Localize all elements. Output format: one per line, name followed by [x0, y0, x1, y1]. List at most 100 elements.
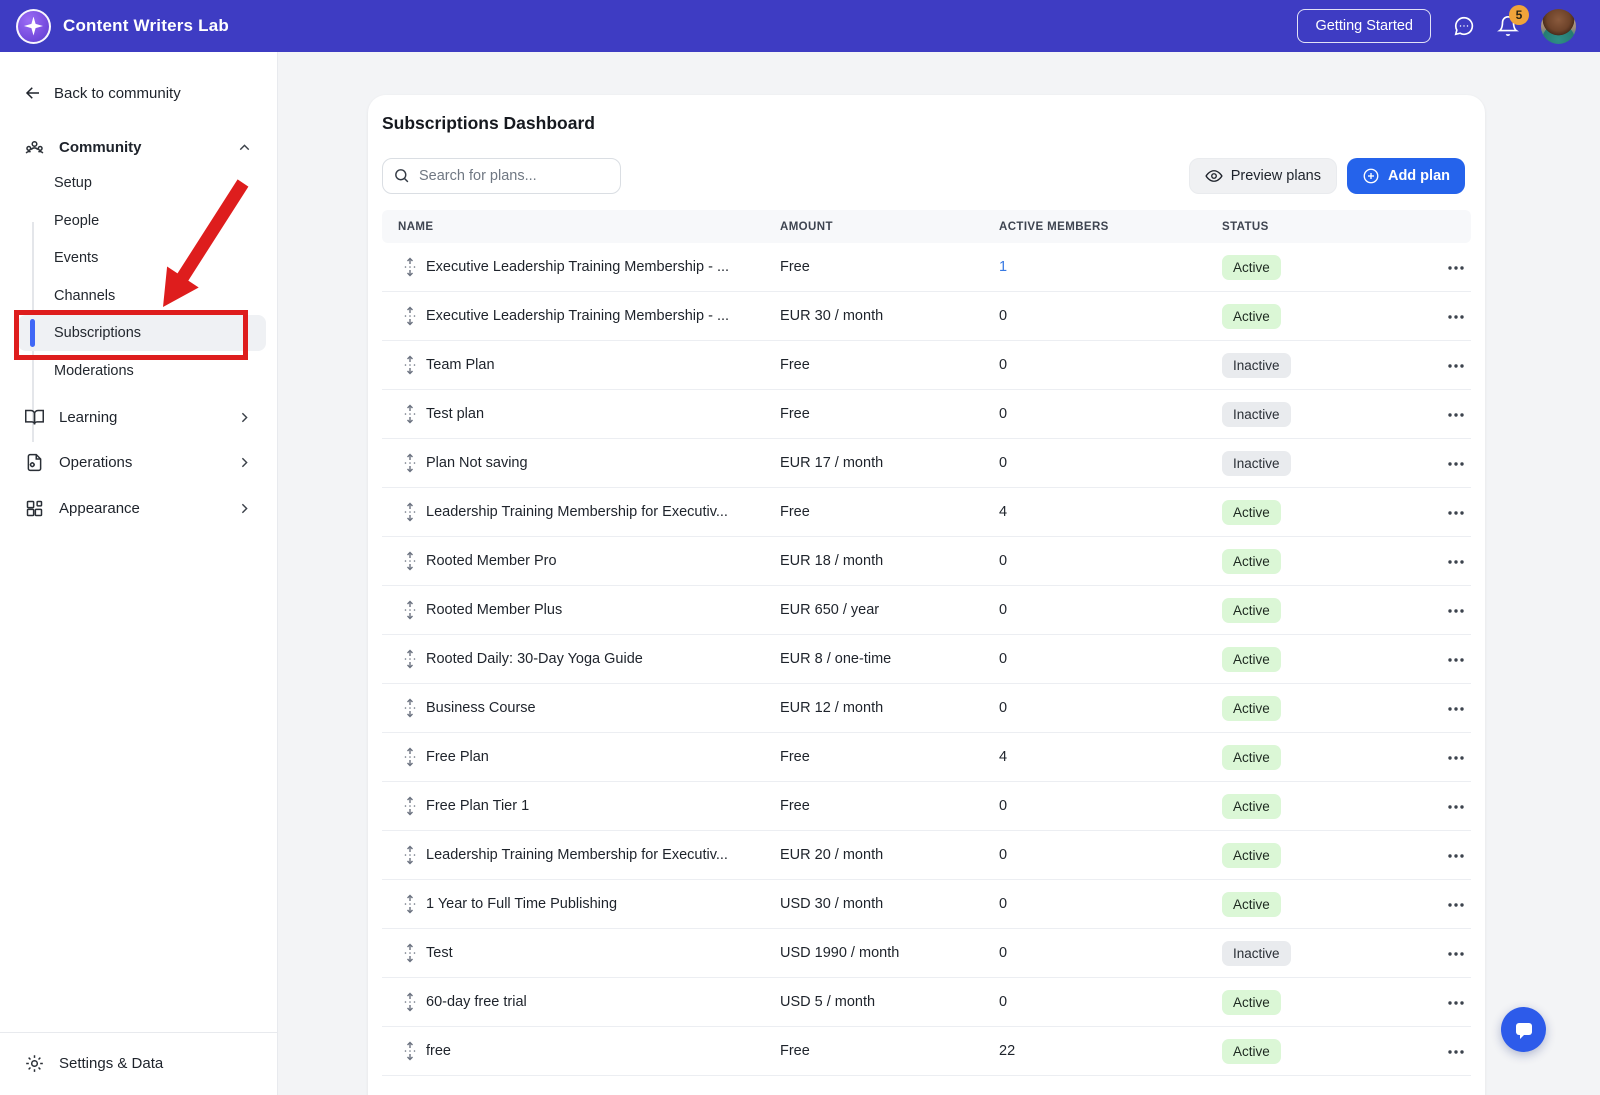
- plan-name[interactable]: Free Plan Tier 1: [426, 798, 780, 814]
- sidebar-item-operations[interactable]: Operations: [16, 445, 261, 481]
- plan-name[interactable]: free: [426, 1043, 780, 1059]
- plan-active-members: 0: [999, 994, 1222, 1010]
- drag-handle-icon[interactable]: [402, 1041, 418, 1061]
- plan-active-members: 0: [999, 651, 1222, 667]
- user-avatar[interactable]: [1541, 9, 1576, 44]
- plan-name[interactable]: Executive Leadership Training Membership…: [426, 259, 780, 275]
- drag-handle-icon[interactable]: [402, 453, 418, 473]
- drag-handle-icon[interactable]: [402, 306, 418, 326]
- drag-handle-icon[interactable]: [402, 698, 418, 718]
- plan-active-members: 0: [999, 798, 1222, 814]
- row-actions-button[interactable]: [1445, 351, 1467, 379]
- plan-active-members: 0: [999, 553, 1222, 569]
- top-navbar: Content Writers Lab Getting Started 5: [0, 0, 1600, 52]
- plan-status-badge: Active: [1222, 598, 1281, 623]
- drag-handle-icon[interactable]: [402, 894, 418, 914]
- app-logo-icon[interactable]: [16, 9, 51, 44]
- toolbar-actions: Preview plans Add plan: [1189, 158, 1465, 194]
- sidebar-item-people[interactable]: People: [0, 203, 278, 239]
- app-title: Content Writers Lab: [63, 16, 229, 36]
- gear-icon: [24, 1053, 45, 1074]
- plan-amount: EUR 17 / month: [780, 455, 999, 471]
- eye-icon: [1205, 167, 1223, 185]
- plan-name[interactable]: 1 Year to Full Time Publishing: [426, 896, 780, 912]
- plan-name[interactable]: Executive Leadership Training Membership…: [426, 308, 780, 324]
- row-actions-button[interactable]: [1445, 792, 1467, 820]
- plan-status-badge: Active: [1222, 549, 1281, 574]
- plan-name[interactable]: Business Course: [426, 700, 780, 716]
- ellipsis-icon: [1447, 608, 1465, 614]
- drag-handle-icon[interactable]: [402, 845, 418, 865]
- plan-name[interactable]: Team Plan: [426, 357, 780, 373]
- back-to-community-link[interactable]: Back to community: [24, 84, 181, 102]
- plan-name[interactable]: Test: [426, 945, 780, 961]
- row-actions-button[interactable]: [1445, 596, 1467, 624]
- sidebar-item-subscriptions[interactable]: Subscriptions: [0, 315, 278, 351]
- sidebar-item-moderations[interactable]: Moderations: [0, 353, 278, 389]
- document-gear-icon: [24, 452, 45, 473]
- ellipsis-icon: [1447, 412, 1465, 418]
- drag-handle-icon[interactable]: [402, 257, 418, 277]
- row-actions-button[interactable]: [1445, 449, 1467, 477]
- drag-handle-icon[interactable]: [402, 747, 418, 767]
- plan-name[interactable]: Rooted Member Pro: [426, 553, 780, 569]
- chat-launcher-button[interactable]: [1501, 1007, 1546, 1052]
- sidebar-item-settings-data[interactable]: Settings & Data: [0, 1032, 277, 1094]
- plan-name[interactable]: Rooted Daily: 30-Day Yoga Guide: [426, 651, 780, 667]
- sidebar-item-community[interactable]: Community: [16, 130, 261, 164]
- row-actions-button[interactable]: [1445, 1037, 1467, 1065]
- column-header-name: NAME: [398, 221, 780, 233]
- plan-amount: EUR 20 / month: [780, 847, 999, 863]
- navbar-actions: Getting Started 5: [1297, 9, 1576, 44]
- messages-icon[interactable]: [1453, 15, 1475, 37]
- drag-handle-icon[interactable]: [402, 649, 418, 669]
- row-actions-button[interactable]: [1445, 694, 1467, 722]
- plans-table: NAME AMOUNT ACTIVE MEMBERS STATUS Execut…: [382, 210, 1471, 1076]
- row-actions-button[interactable]: [1445, 400, 1467, 428]
- search-input[interactable]: [382, 158, 621, 194]
- drag-handle-icon[interactable]: [402, 796, 418, 816]
- preview-plans-button[interactable]: Preview plans: [1189, 158, 1337, 194]
- row-actions-button[interactable]: [1445, 645, 1467, 673]
- row-actions-button[interactable]: [1445, 253, 1467, 281]
- sidebar-item-setup[interactable]: Setup: [0, 165, 278, 201]
- row-actions-button[interactable]: [1445, 498, 1467, 526]
- plans-table-body: Executive Leadership Training Membership…: [382, 243, 1471, 1076]
- row-actions-button[interactable]: [1445, 988, 1467, 1016]
- ellipsis-icon: [1447, 902, 1465, 908]
- plan-name[interactable]: Leadership Training Membership for Execu…: [426, 847, 780, 863]
- plan-name[interactable]: Leadership Training Membership for Execu…: [426, 504, 780, 520]
- drag-handle-icon[interactable]: [402, 943, 418, 963]
- add-plan-button[interactable]: Add plan: [1347, 158, 1465, 194]
- sidebar-item-appearance[interactable]: Appearance: [16, 490, 261, 526]
- plan-name[interactable]: 60-day free trial: [426, 994, 780, 1010]
- row-actions-button[interactable]: [1445, 841, 1467, 869]
- sidebar-item-events[interactable]: Events: [0, 240, 278, 276]
- plan-name[interactable]: Plan Not saving: [426, 455, 780, 471]
- drag-handle-icon[interactable]: [402, 502, 418, 522]
- sidebar-item-channels[interactable]: Channels: [0, 278, 278, 314]
- sidebar-item-learning[interactable]: Learning: [16, 399, 261, 435]
- plan-name[interactable]: Test plan: [426, 406, 780, 422]
- ellipsis-icon: [1447, 755, 1465, 761]
- column-header-amount: AMOUNT: [780, 221, 999, 233]
- getting-started-button[interactable]: Getting Started: [1297, 9, 1431, 43]
- drag-handle-icon[interactable]: [402, 992, 418, 1012]
- page-title: Subscriptions Dashboard: [368, 95, 1485, 134]
- row-actions-button[interactable]: [1445, 939, 1467, 967]
- drag-handle-icon[interactable]: [402, 551, 418, 571]
- ellipsis-icon: [1447, 657, 1465, 663]
- row-actions-button[interactable]: [1445, 890, 1467, 918]
- plan-name[interactable]: Free Plan: [426, 749, 780, 765]
- plan-name[interactable]: Rooted Member Plus: [426, 602, 780, 618]
- row-actions-button[interactable]: [1445, 547, 1467, 575]
- notifications-bell[interactable]: 5: [1497, 15, 1519, 37]
- table-row: Executive Leadership Training Membership…: [382, 292, 1471, 341]
- row-actions-button[interactable]: [1445, 743, 1467, 771]
- row-actions-button[interactable]: [1445, 302, 1467, 330]
- table-row: free Free 22 Active: [382, 1027, 1471, 1076]
- drag-handle-icon[interactable]: [402, 404, 418, 424]
- drag-handle-icon[interactable]: [402, 355, 418, 375]
- plan-status-badge: Active: [1222, 255, 1281, 280]
- drag-handle-icon[interactable]: [402, 600, 418, 620]
